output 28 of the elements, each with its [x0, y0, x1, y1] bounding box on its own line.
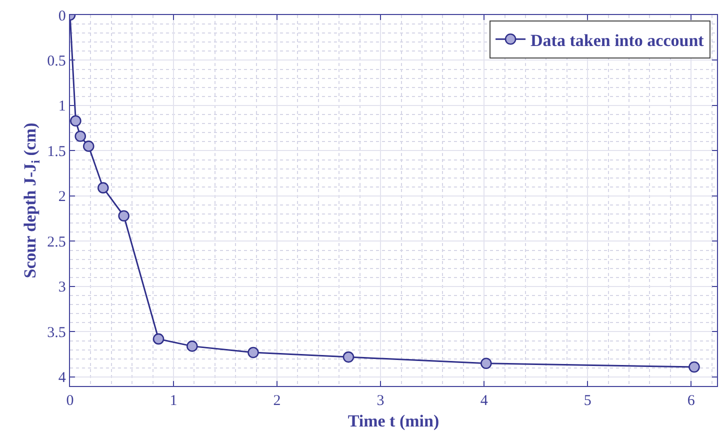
y-tick-label: 1.5	[47, 144, 66, 160]
point	[70, 115, 82, 127]
legend-label: Data taken into account	[530, 30, 704, 50]
point	[342, 351, 354, 363]
y-tick-label: 3	[58, 280, 66, 296]
point	[74, 130, 86, 142]
y-tick-label: 1	[58, 98, 66, 115]
y-tick-label: 2	[58, 189, 66, 206]
x-tick-label: 1	[170, 393, 178, 410]
y-tick-label: 2.5	[47, 234, 66, 250]
y-tick-label: 4	[58, 370, 66, 386]
y-tick-label: 3.5	[47, 324, 66, 341]
x-tick-label: 5	[584, 393, 592, 410]
point	[248, 346, 259, 358]
x-axis-title: Time t (min)	[348, 412, 440, 430]
point	[152, 333, 164, 345]
y-tick-label: 0.5	[47, 53, 66, 70]
x-tick-label: 3	[376, 393, 384, 410]
point	[480, 358, 492, 370]
y-tick-label: 0	[58, 8, 66, 24]
x-tick-label: 4	[480, 393, 488, 410]
point	[186, 340, 198, 352]
point	[118, 210, 130, 222]
point	[688, 361, 700, 373]
x-tick-label: 2	[273, 393, 281, 410]
point	[97, 182, 109, 194]
point	[82, 140, 94, 152]
x-tick-label: 6	[687, 393, 696, 410]
